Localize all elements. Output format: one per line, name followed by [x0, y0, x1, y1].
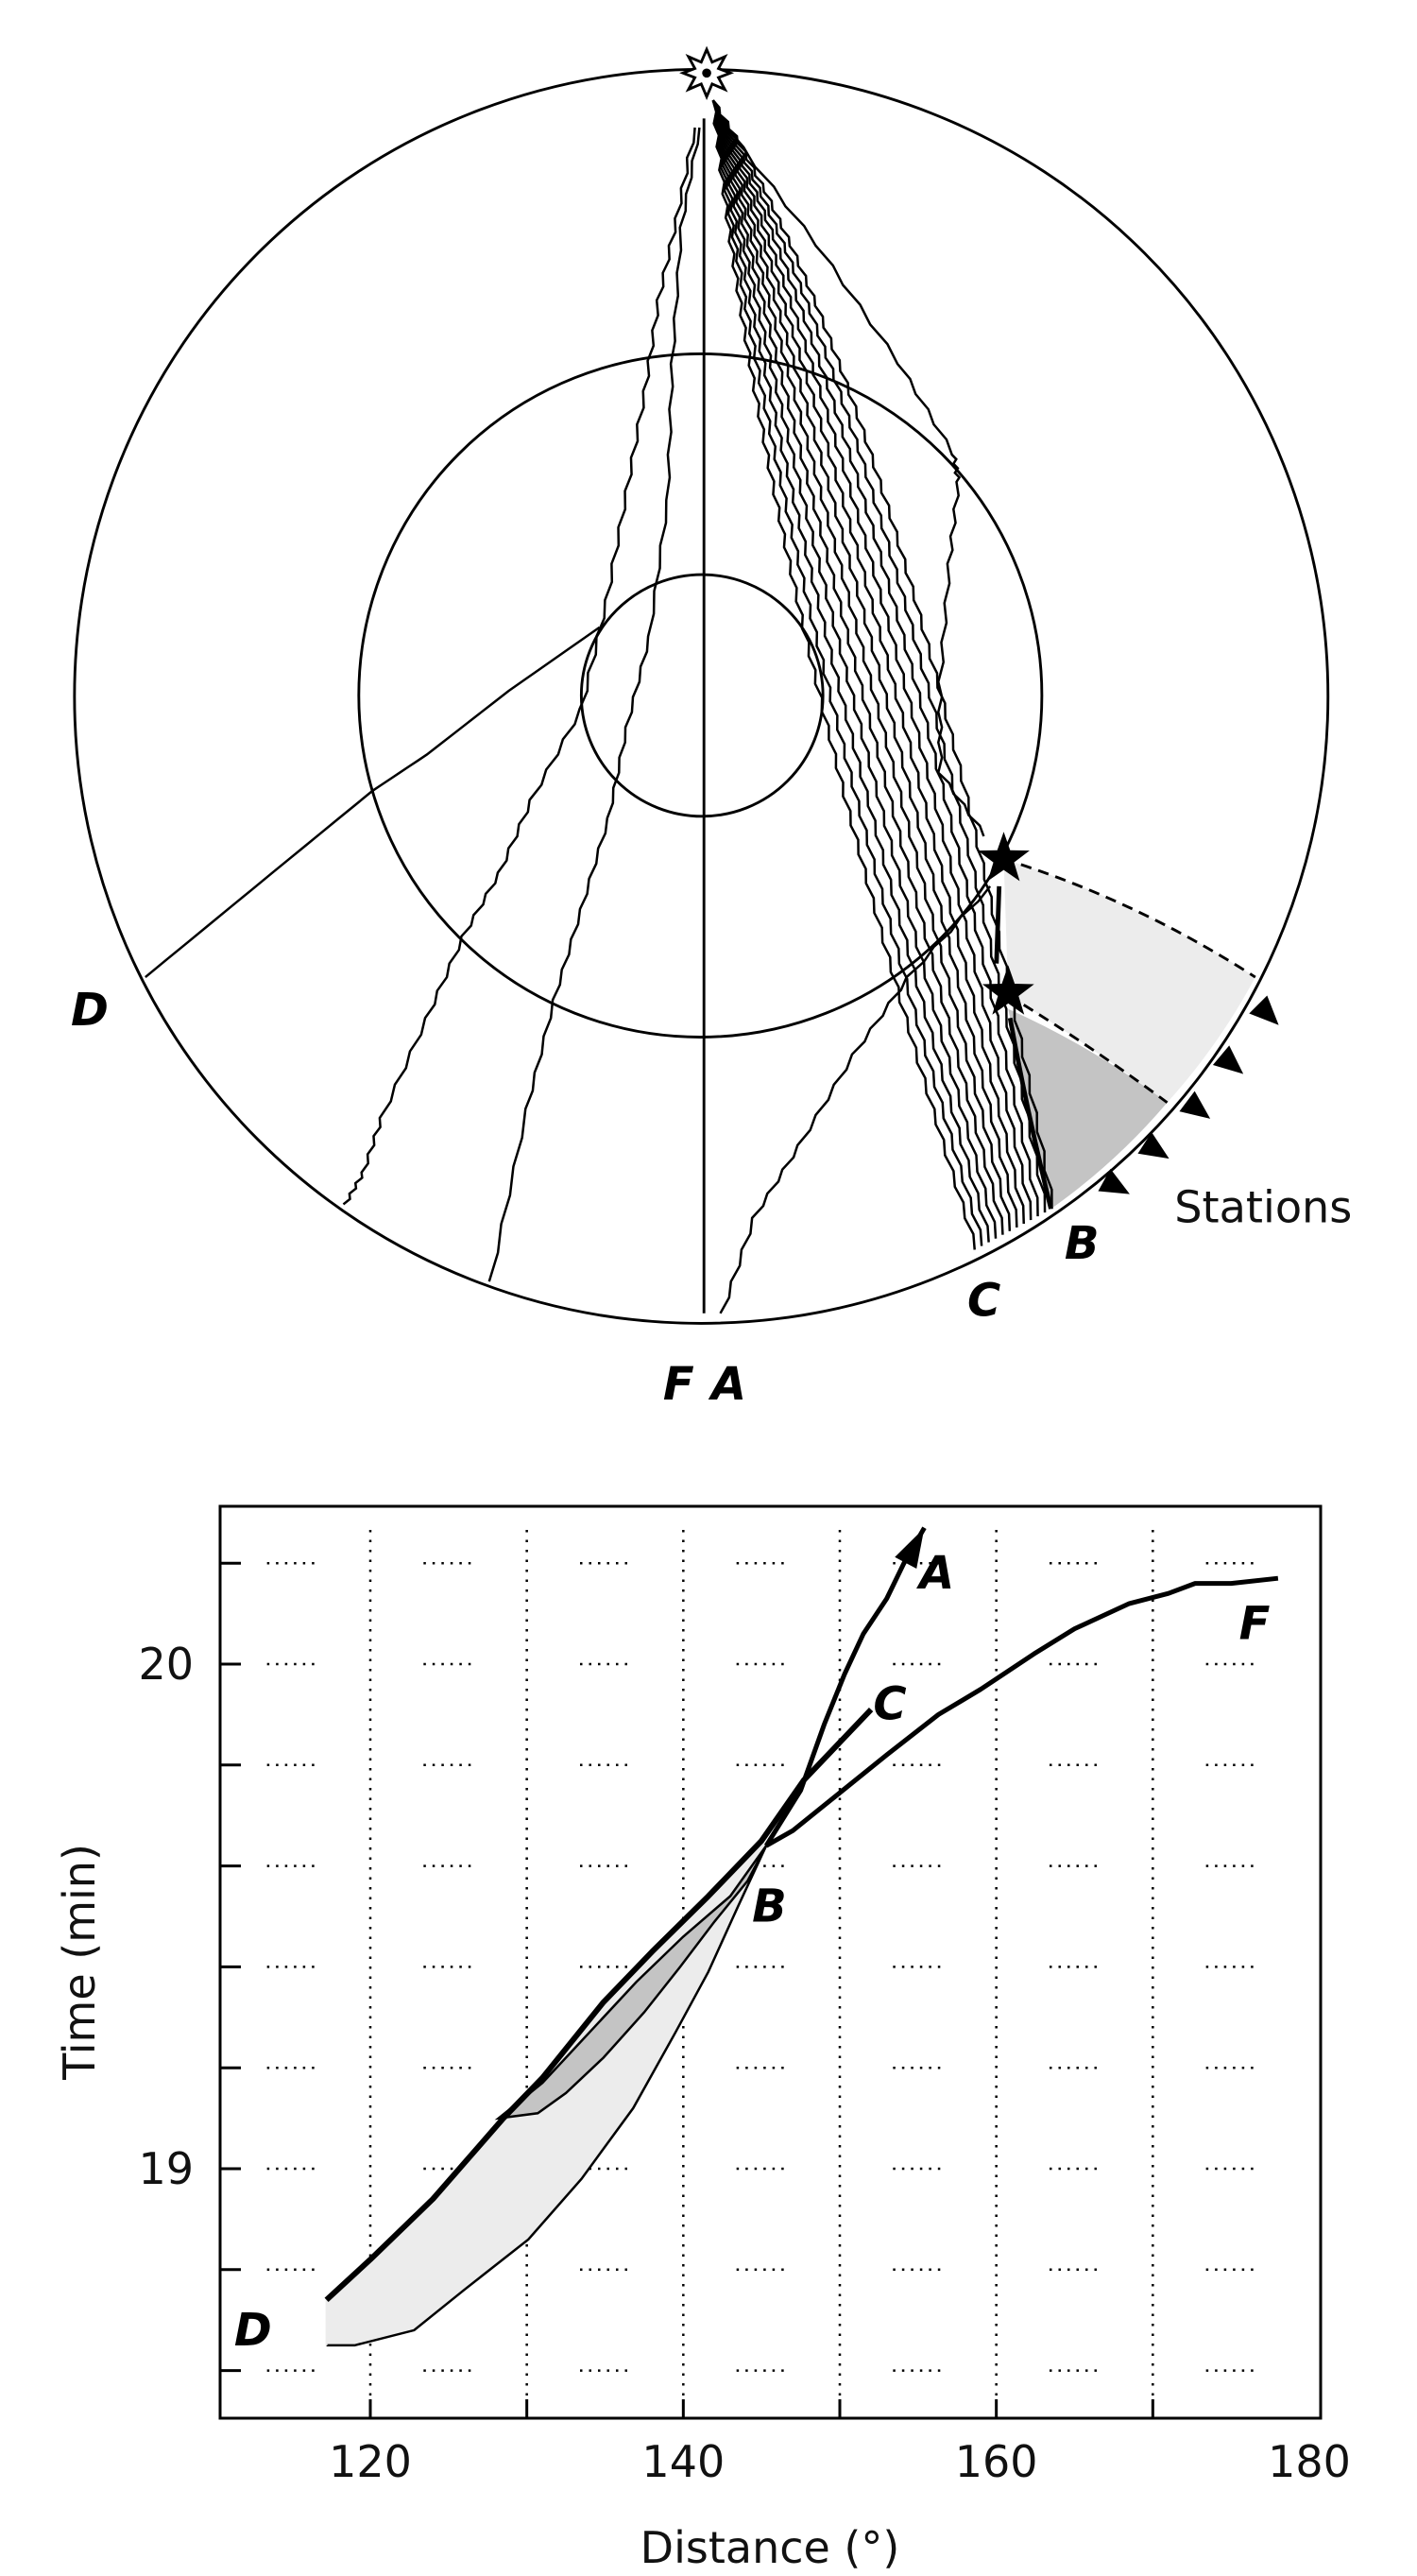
ray-bundle-7	[711, 99, 1018, 1228]
earth-ray-diagram: D F A C B Stations	[71, 45, 1352, 1411]
arrow-head-icon	[895, 1527, 925, 1570]
curve-label-B: B	[752, 1880, 787, 1932]
x-axis-label: Distance (°)	[640, 2522, 900, 2573]
series-A	[763, 1526, 927, 1847]
x-tick-label: 120	[329, 2436, 412, 2487]
outer-circle-mantle	[73, 68, 1330, 1325]
caustic-star-icon-lower	[982, 965, 1034, 1015]
station-triangle-icon-5	[1098, 1168, 1130, 1194]
ray-near-station	[994, 885, 1002, 964]
label-A: A	[708, 1358, 746, 1411]
ray-bundle-5	[711, 99, 1004, 1235]
label-F: F	[663, 1358, 694, 1411]
curve-label-F: F	[1239, 1597, 1271, 1650]
ray-bundle-8	[711, 99, 1025, 1225]
ray-reflected	[726, 127, 985, 837]
ray-bundle-12	[711, 99, 1053, 1210]
ray-bundle-4	[711, 99, 998, 1239]
ray-bundle-3	[711, 99, 990, 1243]
ray-D	[145, 626, 601, 979]
light-region-boundary	[326, 1845, 768, 2347]
ray-bundle-1	[711, 99, 976, 1250]
source-star-icon	[679, 45, 735, 100]
ray-bundle-11	[711, 99, 1047, 1213]
station-triangle-icon-4	[1137, 1132, 1169, 1159]
x-tick-label: 160	[955, 2436, 1038, 2487]
label-C: C	[967, 1275, 1000, 1328]
inner-core-circle	[579, 573, 825, 818]
ray-bundle-2	[711, 99, 983, 1246]
ray-bundle-6	[711, 99, 1012, 1231]
y-tick-label: 19	[138, 2143, 194, 2194]
y-tick-label: 20	[138, 1639, 194, 1690]
light-shaded-region	[1003, 859, 1255, 1103]
curve-label-A: A	[915, 1547, 954, 1600]
dashed-boundary-upper	[1003, 857, 1256, 979]
station-triangle-icon-1	[1249, 995, 1279, 1025]
label-D: D	[71, 984, 109, 1037]
x-tick-label: 180	[1268, 2436, 1351, 2487]
series-F	[764, 1575, 1279, 1848]
ray-bundle-9	[711, 99, 1033, 1221]
ray-bundle-10	[711, 99, 1039, 1217]
dark-region	[494, 1845, 768, 2121]
station-triangle-icon-3	[1179, 1091, 1211, 1119]
dashed-boundary-lower	[1007, 994, 1169, 1104]
caustic-star-icon-upper	[978, 832, 1030, 882]
y-axis-label: Time (min)	[54, 1844, 105, 2081]
travel-time-chart: 120 140 160 180 19 20 A C B D F Distance (°) Time…	[54, 1504, 1351, 2573]
label-B: B	[1065, 1217, 1100, 1270]
dark-shaded-region	[1008, 1008, 1168, 1210]
series-C	[324, 1708, 874, 2303]
curve-label-D: D	[234, 2304, 272, 2357]
ray-left-1	[342, 127, 696, 1206]
station-triangle-icon-2	[1212, 1045, 1244, 1074]
outer-core-circle	[357, 352, 1044, 1039]
stations-label: Stations	[1174, 1182, 1352, 1233]
ray-left-2	[487, 127, 701, 1282]
x-tick-label: 140	[641, 2436, 725, 2487]
ray-B	[1007, 1017, 1053, 1210]
curve-label-C: C	[873, 1678, 906, 1731]
plot-frame	[218, 1504, 1323, 2420]
